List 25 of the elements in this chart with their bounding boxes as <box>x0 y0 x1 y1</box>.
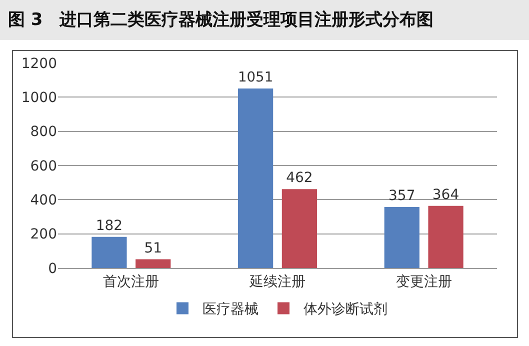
legend-label: 体外诊断试剂 <box>304 302 388 318</box>
data-label: 364 <box>432 186 460 203</box>
x-tick-label: 首次注册 <box>103 274 160 290</box>
bar <box>282 189 318 268</box>
y-tick-label: 400 <box>30 192 57 209</box>
legend-label: 医疗器械 <box>202 302 258 318</box>
y-tick-label: 800 <box>30 124 57 140</box>
x-tick-label: 变更注册 <box>396 274 452 290</box>
chart-title: 图 3 进口第二类医疗器械注册受理项目注册形式分布图 <box>0 0 529 40</box>
data-label: 182 <box>96 218 123 234</box>
bar <box>92 236 127 268</box>
data-label: 357 <box>388 188 416 204</box>
bar <box>238 88 274 268</box>
data-label: 1051 <box>238 70 274 86</box>
y-tick-label: 0 <box>48 260 57 277</box>
y-tick-label: 200 <box>30 226 57 243</box>
bar <box>384 207 420 268</box>
data-label: 51 <box>144 240 162 256</box>
x-tick-label: 延续注册 <box>248 274 306 290</box>
bar <box>136 259 171 268</box>
y-tick-label: 1200 <box>21 56 57 72</box>
bar <box>428 206 464 268</box>
y-tick-label: 1000 <box>21 90 57 106</box>
data-label: 462 <box>286 170 313 186</box>
y-tick-label: 600 <box>30 158 57 174</box>
